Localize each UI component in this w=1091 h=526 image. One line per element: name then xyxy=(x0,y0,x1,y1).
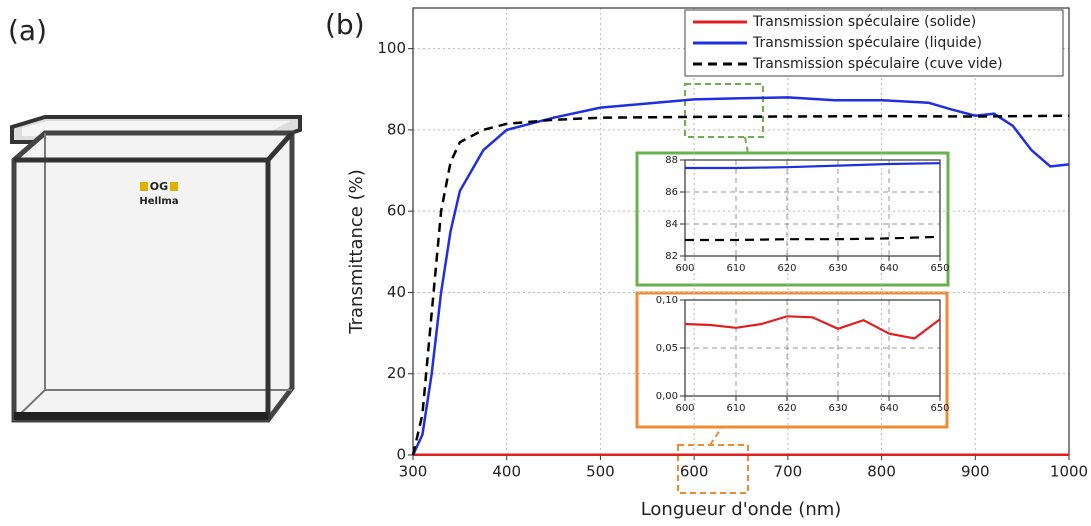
data-line xyxy=(685,235,941,242)
x-tick-label: 650 xyxy=(930,263,949,274)
y-tick-label: 80 xyxy=(387,120,406,138)
legend-label: Transmission spéculaire (solide) xyxy=(752,14,976,30)
x-tick-label: 630 xyxy=(828,263,847,274)
y-tick-label: 0,00 xyxy=(656,391,678,402)
x-tick-label: 640 xyxy=(879,263,898,274)
y-axis-label: Transmittance (%) xyxy=(346,169,367,335)
cuvette-photo: OG Hellma xyxy=(10,115,302,423)
x-tick-label: 700 xyxy=(774,463,803,481)
x-tick-label: 610 xyxy=(726,403,745,414)
x-tick-label: 900 xyxy=(961,463,990,481)
y-tick-label: 20 xyxy=(387,364,406,382)
x-tick-label: 600 xyxy=(675,263,694,274)
y-tick-label: 86 xyxy=(665,187,678,198)
x-tick-label: 630 xyxy=(828,403,847,414)
plot-frame xyxy=(684,159,941,257)
x-tick-label: 300 xyxy=(399,463,428,481)
y-tick-label: 0,10 xyxy=(656,295,678,306)
inset-frame xyxy=(635,291,949,429)
zoom-indicators xyxy=(677,83,764,494)
legend-box xyxy=(684,9,1064,77)
x-tick-label: 620 xyxy=(777,403,796,414)
x-axis-label: Longueur d'onde (nm) xyxy=(641,499,842,520)
data-line xyxy=(685,162,941,170)
x-tick-label: 600 xyxy=(675,403,694,414)
inset-frame xyxy=(635,151,950,287)
x-tick-label: 610 xyxy=(726,263,745,274)
logo-text: OG xyxy=(150,180,168,193)
x-tick-label: 1000 xyxy=(1050,463,1088,481)
x-tick-label: 400 xyxy=(492,463,521,481)
x-tick-label: 800 xyxy=(867,463,896,481)
y-tick-label: 40 xyxy=(387,283,406,301)
x-tick-label: 650 xyxy=(930,403,949,414)
panel-label: (a) xyxy=(8,14,47,47)
y-tick-label: 82 xyxy=(665,251,678,262)
panel-label: (b) xyxy=(325,8,365,41)
y-tick-label: 84 xyxy=(665,219,678,230)
y-tick-label: 0,05 xyxy=(656,343,678,354)
logo-text: Hellma xyxy=(139,196,178,207)
data-line xyxy=(411,114,1070,456)
legend-label: Transmission spéculaire (cuve vide) xyxy=(752,56,1003,72)
x-tick-label: 640 xyxy=(879,403,898,414)
x-tick-label: 500 xyxy=(586,463,615,481)
plot-frame xyxy=(684,299,941,397)
x-tick-label: 600 xyxy=(680,463,709,481)
y-tick-label: 0 xyxy=(396,446,406,464)
y-tick-label: 60 xyxy=(387,202,406,220)
y-tick-label: 88 xyxy=(665,155,678,166)
legend-label: Transmission spéculaire (liquide) xyxy=(752,35,982,51)
data-line xyxy=(684,315,941,340)
y-tick-label: 100 xyxy=(377,39,406,57)
x-tick-label: 620 xyxy=(777,263,796,274)
